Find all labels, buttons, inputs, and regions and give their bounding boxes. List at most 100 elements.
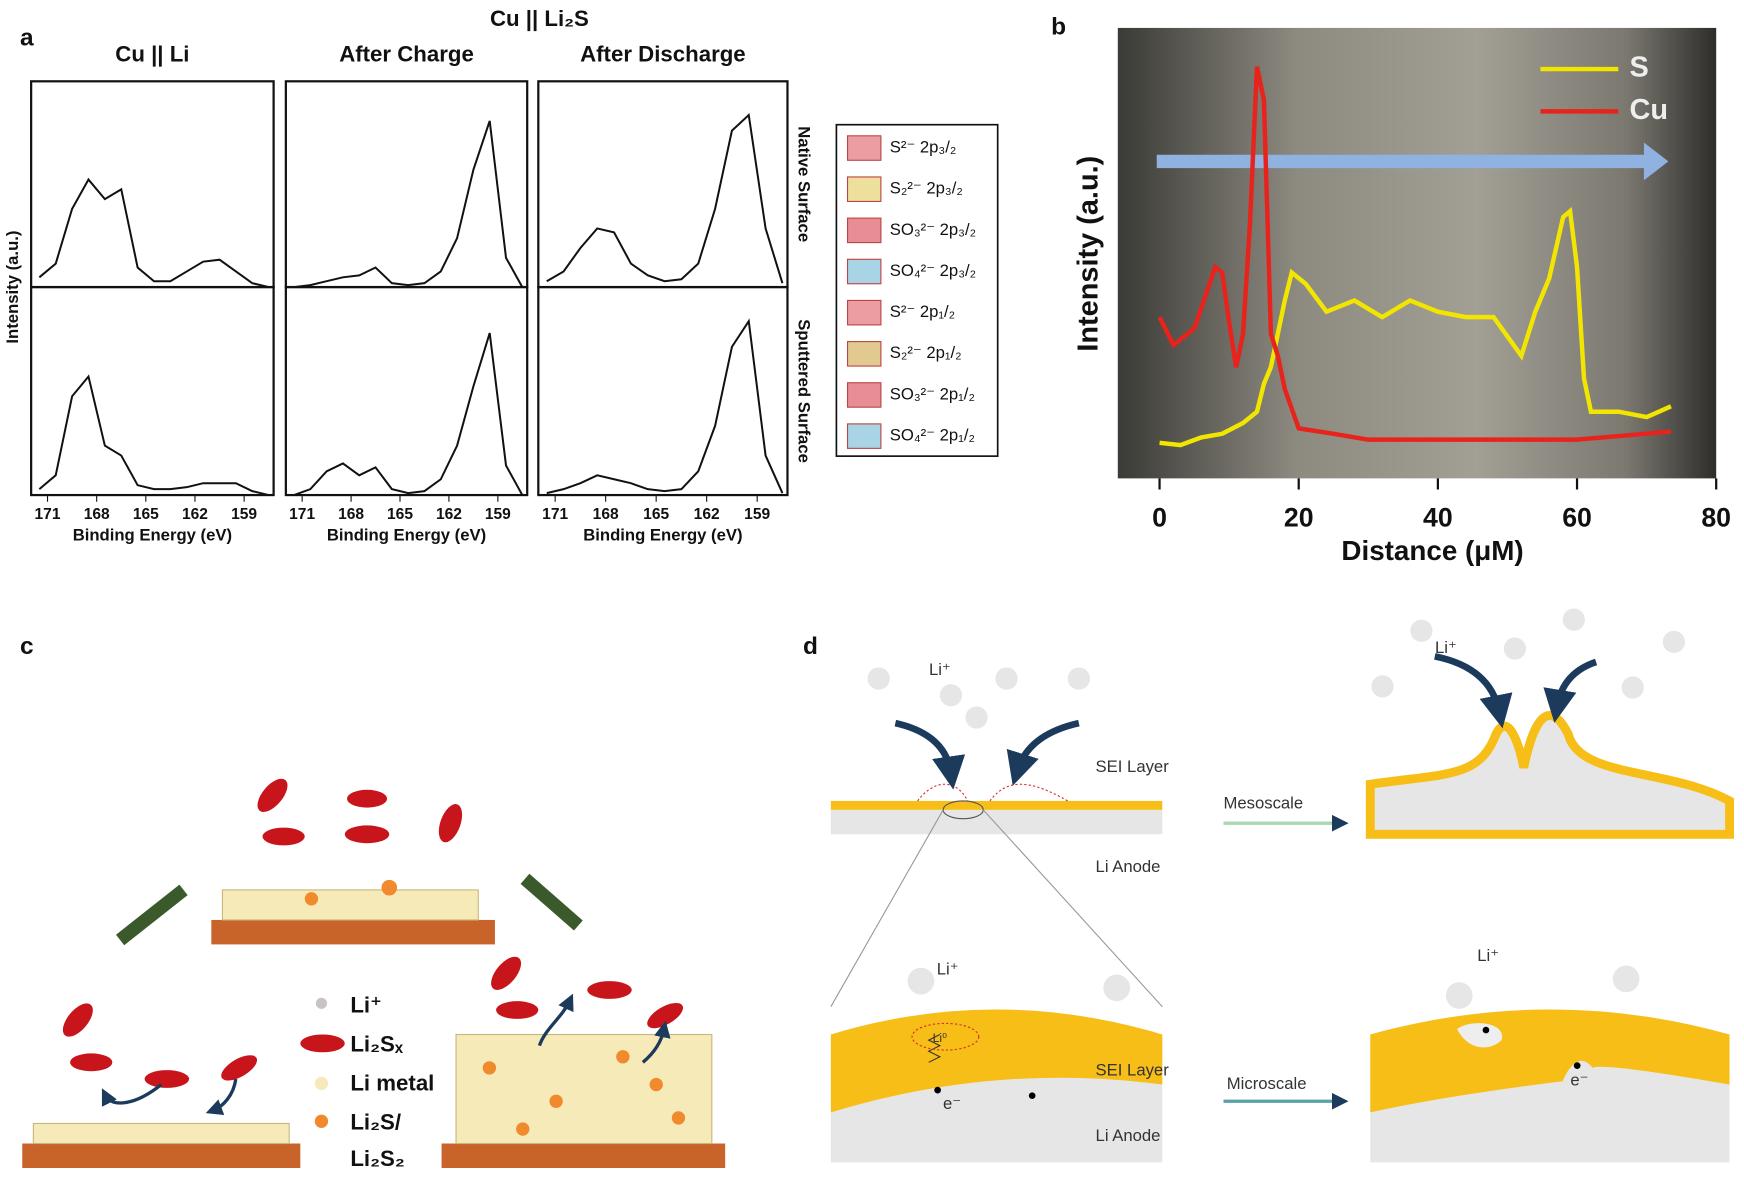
legend-text: SO₃²⁻ 2p₁/₂ bbox=[890, 384, 975, 403]
scale-label: Mesoscale bbox=[1223, 794, 1303, 813]
electron-label: e⁻ bbox=[943, 1094, 961, 1113]
substrate bbox=[22, 1143, 301, 1168]
row-label: Sputtered Surface bbox=[795, 319, 814, 463]
x-tick-label: 168 bbox=[84, 506, 110, 523]
x-axis-label: Binding Energy (eV) bbox=[583, 526, 742, 545]
legend-text: Li⁺ bbox=[350, 993, 382, 1018]
legend-icon bbox=[315, 997, 327, 1009]
spectrum-envelope bbox=[546, 318, 784, 495]
x-axis-label: Binding Energy (eV) bbox=[73, 526, 232, 545]
x-tick-label: 20 bbox=[1284, 503, 1314, 533]
x-tick-label: 165 bbox=[643, 506, 669, 523]
legend-text: Li₂S₂ bbox=[350, 1146, 404, 1171]
layer-label: SEI Layer bbox=[1096, 1061, 1170, 1080]
li-deposit bbox=[32, 1122, 290, 1145]
legend-text: Li₂S/ bbox=[350, 1109, 401, 1134]
column-title: Cu || Li bbox=[115, 42, 189, 67]
legend-text: S²⁻ 2p₁/₂ bbox=[890, 302, 955, 321]
legend-text: S bbox=[1629, 52, 1648, 84]
x-tick-label: 165 bbox=[387, 506, 413, 523]
green-arrow bbox=[115, 884, 188, 946]
x-tick-label: 171 bbox=[542, 506, 568, 523]
column-title: After Charge bbox=[339, 42, 474, 67]
ions bbox=[867, 608, 1686, 1009]
x-tick-label: 162 bbox=[182, 506, 208, 523]
profile-line bbox=[1159, 206, 1672, 448]
panel-label: b bbox=[1051, 13, 1066, 40]
spectrum-envelope bbox=[38, 374, 269, 497]
diagram-d bbox=[830, 608, 1734, 1163]
x-tick-label: 159 bbox=[485, 506, 511, 523]
legend-swatch bbox=[846, 176, 882, 202]
y-axis-label: Intensity (a.u.) bbox=[3, 231, 22, 344]
legend-icon bbox=[300, 1034, 345, 1053]
substrate bbox=[211, 919, 495, 945]
diagram-c: Li⁺ Li₂Sₓ Li metal Li₂S/ Li₂S₂ bbox=[22, 778, 726, 1171]
x-tick-label: 168 bbox=[593, 506, 619, 523]
subplot-frame bbox=[30, 285, 275, 497]
profile-line bbox=[1157, 66, 1672, 442]
li-deposit bbox=[455, 1033, 713, 1145]
layer-label: SEI Layer bbox=[1096, 757, 1170, 776]
x-tick-label: 159 bbox=[744, 506, 770, 523]
spectrum-envelope bbox=[38, 177, 269, 289]
legend-text: SO₃²⁻ 2p₃/₂ bbox=[890, 220, 976, 239]
subplot-frame bbox=[284, 80, 529, 289]
legend-swatch bbox=[846, 135, 882, 161]
x-tick-label: 60 bbox=[1562, 503, 1592, 533]
sem-image bbox=[1117, 27, 1717, 479]
ion-label: Li⁺ bbox=[1435, 638, 1457, 657]
substrate bbox=[441, 1143, 726, 1168]
anode-label: Li Anode bbox=[1096, 1126, 1161, 1145]
legend-icon bbox=[314, 1114, 329, 1128]
panel-label: a bbox=[20, 25, 34, 52]
subplot-frame bbox=[537, 285, 789, 497]
x-tick-label: 171 bbox=[35, 506, 61, 523]
x-axis-label: Distance (μM) bbox=[1341, 535, 1523, 566]
atom-label: Li⁰ bbox=[933, 1031, 948, 1045]
x-tick-label: 40 bbox=[1423, 503, 1453, 533]
x-tick-label: 168 bbox=[338, 506, 364, 523]
x-tick-label: 80 bbox=[1701, 503, 1731, 533]
scale-label: Microscale bbox=[1227, 1074, 1307, 1093]
legend-text: SO₄²⁻ 2p₁/₂ bbox=[890, 426, 975, 445]
legend-swatch bbox=[846, 423, 882, 449]
x-axis-label: Binding Energy (eV) bbox=[327, 526, 486, 545]
electron-label: e⁻ bbox=[1570, 1071, 1588, 1090]
x-tick-label: 162 bbox=[694, 506, 720, 523]
panel-label: c bbox=[20, 633, 34, 660]
spectrum-envelope bbox=[293, 120, 524, 289]
subplot-frame bbox=[30, 80, 275, 289]
ion-label: Li⁺ bbox=[937, 959, 959, 978]
legend-text: SO₄²⁻ 2p₃/₂ bbox=[890, 261, 976, 280]
supertitle: Cu || Li₂S bbox=[490, 6, 589, 31]
y-axis-label: Intensity (a.u.) bbox=[1073, 156, 1105, 352]
ion-label: Li⁺ bbox=[929, 660, 951, 679]
legend-swatch bbox=[846, 341, 882, 367]
legend-icon bbox=[314, 1076, 329, 1091]
legend-swatch bbox=[846, 382, 882, 408]
ion-label: Li⁺ bbox=[1477, 946, 1499, 965]
legend-text: S₂²⁻ 2p₁/₂ bbox=[890, 343, 962, 362]
panel-label: d bbox=[803, 633, 818, 660]
legend-text: S₂²⁻ 2p₃/₂ bbox=[890, 179, 963, 198]
anode-label: Li Anode bbox=[1096, 857, 1161, 876]
x-tick-label: 171 bbox=[289, 506, 315, 523]
legend-text: S²⁻ 2p₃/₂ bbox=[890, 137, 957, 156]
spectrum-envelope bbox=[293, 332, 524, 497]
spectrum-envelope bbox=[546, 113, 784, 284]
legend-text: Li₂Sₓ bbox=[350, 1032, 403, 1057]
li-deposit bbox=[221, 889, 479, 921]
green-arrow bbox=[520, 873, 583, 931]
subplot-frame bbox=[284, 285, 529, 497]
row-label: Native Surface bbox=[795, 126, 814, 242]
li2s-particles bbox=[304, 879, 686, 1136]
column-title: After Discharge bbox=[580, 42, 746, 67]
legend-text: Cu bbox=[1629, 94, 1668, 126]
legend-swatch bbox=[846, 299, 882, 326]
legend-text: Li metal bbox=[350, 1070, 434, 1095]
x-tick-label: 162 bbox=[436, 506, 462, 523]
x-tick-label: 0 bbox=[1152, 503, 1167, 533]
x-tick-label: 159 bbox=[231, 506, 257, 523]
